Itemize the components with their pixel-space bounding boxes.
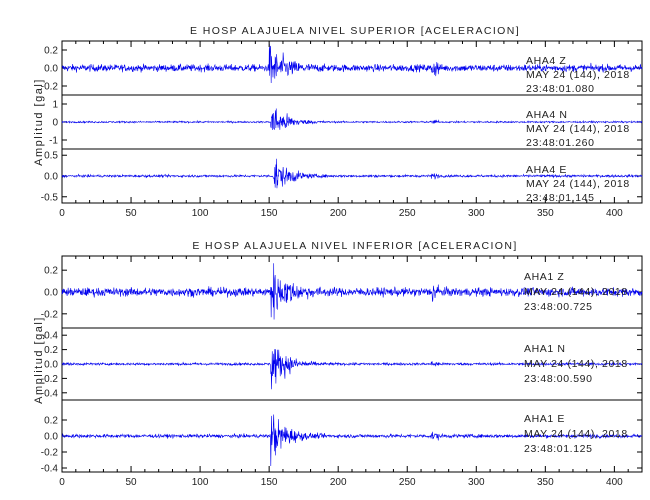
y-tick-label: -0.2 <box>41 82 59 93</box>
waveform-aha4-z <box>61 43 643 84</box>
waveform-aha1-e <box>61 414 643 467</box>
subplot-aha4-n: 1 0 -1 AHA4 N MAY 24 (144), 2018 23:48:01.… <box>49 94 643 150</box>
y-tick-label: -0.5 <box>41 192 59 203</box>
x-tick-label: 300 <box>468 208 485 219</box>
chart-superior: E HOSP ALAJUELA NIVEL SUPERIOR [ACELERAC… <box>33 25 643 219</box>
subplot-aha4-e: 0.5 0.0 -0.5 AHA4 E MAY 24 (144), 2018 23:… <box>41 148 643 204</box>
annotation-aha1-z: AHA1 Z MAY 24 (144), 2018 23:48:00.725 <box>524 271 628 313</box>
x-tick-label: 350 <box>537 208 554 219</box>
annotation-aha1-n: AHA1 N MAY 24 (144), 2018 23:48:00.590 <box>524 343 628 385</box>
x-tick-label: 200 <box>330 477 347 488</box>
y-tick-label: -0.2 <box>41 448 59 459</box>
trace-name: AHA4 E <box>526 164 567 176</box>
trace-name: AHA4 Z <box>526 55 566 67</box>
y-tick-label: 0.0 <box>44 432 58 443</box>
subplot-aha1-e: 0.2 0.0 -0.2 -0.4 AHA1 E MAY 24 (144), 2018… <box>41 399 643 475</box>
x-tick-label: 400 <box>606 477 623 488</box>
trace-date: MAY 24 (144), 2018 <box>526 178 630 190</box>
x-tick-label: 100 <box>192 208 209 219</box>
trace-date: MAY 24 (144), 2018 <box>526 69 630 81</box>
waveform-aha1-n <box>61 349 643 390</box>
y-tick-label: 1 <box>52 100 58 111</box>
y-tick-label: 0 <box>52 118 58 129</box>
chart-title-inferior: E HOSP ALAJUELA NIVEL INFERIOR [ACELERAC… <box>192 240 517 252</box>
waveform-aha4-n <box>61 108 643 131</box>
y-tick-label: 0.5 <box>44 151 58 162</box>
y-tick-label: 0.0 <box>44 288 58 299</box>
y-tick-label: 0.2 <box>44 46 58 57</box>
trace-time: 23:48:01.260 <box>526 137 595 149</box>
y-axis-label-superior: Amplitud [gal] <box>33 78 45 166</box>
waveform-aha1-z <box>61 263 643 320</box>
trace-date: MAY 24 (144), 2018 <box>524 286 628 298</box>
trace-time: 23:48:01.125 <box>524 443 593 455</box>
annotation-aha4-z: AHA4 Z MAY 24 (144), 2018 23:48:01.080 <box>526 55 630 95</box>
y-tick-label: 0.0 <box>44 360 58 371</box>
x-tick-label: 0 <box>59 477 65 488</box>
trace-time: 23:48:01.145 <box>526 192 595 204</box>
x-tick-label: 250 <box>399 208 416 219</box>
x-tick-label: 200 <box>330 208 347 219</box>
y-ticks: 0.2 0.0 -0.2 <box>41 266 642 320</box>
x-axis-inferior: 0 50 100 150 200 250 300 350 400 <box>59 256 629 488</box>
annotation-aha4-e: AHA4 E MAY 24 (144), 2018 23:48:01.145 <box>526 164 630 204</box>
y-tick-label: 0.2 <box>44 266 58 277</box>
y-tick-label: -1 <box>49 136 58 147</box>
trace-date: MAY 24 (144), 2018 <box>526 123 630 135</box>
trace-date: MAY 24 (144), 2018 <box>524 428 628 440</box>
trace-name: AHA4 N <box>526 109 568 121</box>
waveform-aha4-e <box>61 158 643 189</box>
trace-name: AHA1 E <box>524 413 565 425</box>
trace-name: AHA1 N <box>524 343 566 355</box>
y-tick-label: 0.4 <box>44 331 58 342</box>
x-tick-label: 300 <box>468 477 485 488</box>
y-tick-label: 0.0 <box>44 64 58 75</box>
annotation-aha1-e: AHA1 E MAY 24 (144), 2018 23:48:01.125 <box>524 413 628 455</box>
y-tick-label: 0.2 <box>44 345 58 356</box>
x-tick-label: 250 <box>399 477 416 488</box>
y-tick-label: -0.2 <box>41 309 59 320</box>
x-tick-label: 150 <box>261 477 278 488</box>
trace-name: AHA1 Z <box>524 271 564 283</box>
subplot-aha4-z: 0.2 0.0 -0.2 AHA4 Z MAY 24 (144), 2018 23:… <box>41 40 643 96</box>
trace-date: MAY 24 (144), 2018 <box>524 358 628 370</box>
chart-inferior: E HOSP ALAJUELA NIVEL INFERIOR [ACELERAC… <box>33 240 643 488</box>
x-tick-label: 400 <box>606 208 623 219</box>
subplot-aha1-n: 0.4 0.2 0.0 -0.2 -0.4 AHA1 N MAY 24 (144), 2… <box>41 327 643 401</box>
y-tick-label: -0.4 <box>41 464 59 475</box>
x-tick-label: 100 <box>192 477 209 488</box>
trace-time: 23:48:01.080 <box>526 83 595 95</box>
x-tick-label: 150 <box>261 208 278 219</box>
trace-time: 23:48:00.725 <box>524 301 593 313</box>
y-tick-label: -0.4 <box>41 388 59 399</box>
x-tick-label: 50 <box>125 208 137 219</box>
chart-title-superior: E HOSP ALAJUELA NIVEL SUPERIOR [ACELERAC… <box>190 25 520 37</box>
y-ticks: 0.4 0.2 0.0 -0.2 -0.4 <box>41 331 642 399</box>
x-axis-superior: 0 50 100 150 200 250 300 350 400 <box>59 41 629 219</box>
x-tick-label: 0 <box>59 208 65 219</box>
y-tick-label: 0.0 <box>44 172 58 183</box>
annotation-aha4-n: AHA4 N MAY 24 (144), 2018 23:48:01.260 <box>526 109 630 149</box>
x-tick-label: 350 <box>537 477 554 488</box>
trace-time: 23:48:00.590 <box>524 373 593 385</box>
x-tick-label: 50 <box>125 477 137 488</box>
subplot-aha1-z: 0.2 0.0 -0.2 AHA1 Z MAY 24 (144), 2018 23:… <box>41 255 643 329</box>
y-axis-label-inferior: Amplitud [gal] <box>33 316 45 404</box>
y-tick-label: 0.2 <box>44 416 58 427</box>
y-tick-label: -0.2 <box>41 374 59 385</box>
